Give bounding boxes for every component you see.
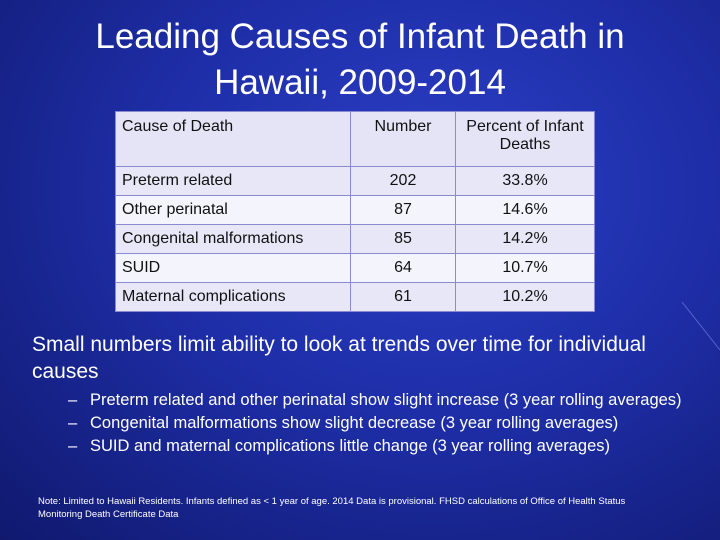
- cell-number: 85: [350, 224, 456, 254]
- cell-cause: Other perinatal: [115, 195, 351, 225]
- sub-bullet: – Congenital malformations show slight d…: [68, 413, 688, 434]
- slide-title: Leading Causes of Infant Death in Hawaii…: [0, 14, 720, 106]
- sub-bullet-text: Preterm related and other perinatal show…: [90, 391, 682, 409]
- table-header-row: Cause of Death Number Percent of Infant …: [115, 111, 595, 167]
- cell-number: 202: [350, 166, 456, 196]
- cell-percent: 14.2%: [455, 224, 595, 254]
- slide-title-line-2: Hawaii, 2009-2014: [214, 63, 506, 102]
- slide-title-line-1: Leading Causes of Infant Death in: [95, 17, 625, 56]
- cell-number: 61: [350, 282, 456, 312]
- sub-bullet-text: Congenital malformations show slight dec…: [90, 414, 619, 432]
- dash-marker: –: [68, 414, 78, 432]
- header-percent: Percent of Infant Deaths: [455, 111, 595, 167]
- table-row: Maternal complications 61 10.2%: [115, 282, 595, 312]
- header-cause: Cause of Death: [115, 111, 351, 167]
- table-row: Congenital malformations 85 14.2%: [115, 224, 595, 254]
- table-row: Other perinatal 87 14.6%: [115, 195, 595, 225]
- causes-table: Cause of Death Number Percent of Infant …: [115, 111, 595, 312]
- cell-percent: 10.7%: [455, 253, 595, 283]
- sub-bullet: – Preterm related and other perinatal sh…: [68, 390, 688, 411]
- cell-percent: 10.2%: [455, 282, 595, 312]
- cell-cause: Congenital malformations: [115, 224, 351, 254]
- sub-bullet-text: SUID and maternal complications little c…: [90, 437, 610, 455]
- dash-marker: –: [68, 437, 78, 455]
- header-number: Number: [350, 111, 456, 167]
- table-row: Preterm related 202 33.8%: [115, 166, 595, 196]
- cell-number: 64: [350, 253, 456, 283]
- footnote: Note: Limited to Hawaii Residents. Infan…: [38, 496, 626, 520]
- cell-cause: SUID: [115, 253, 351, 283]
- sub-bullet-list: – Preterm related and other perinatal sh…: [68, 390, 688, 459]
- table-row: SUID 64 10.7%: [115, 253, 595, 283]
- main-bullet: Small numbers limit ability to look at t…: [32, 333, 646, 383]
- cell-percent: 14.6%: [455, 195, 595, 225]
- cell-percent: 33.8%: [455, 166, 595, 196]
- cell-cause: Preterm related: [115, 166, 351, 196]
- cell-cause: Maternal complications: [115, 282, 351, 312]
- dash-marker: –: [68, 391, 78, 409]
- decorative-streak: [681, 301, 720, 351]
- cell-number: 87: [350, 195, 456, 225]
- sub-bullet: – SUID and maternal complications little…: [68, 436, 688, 457]
